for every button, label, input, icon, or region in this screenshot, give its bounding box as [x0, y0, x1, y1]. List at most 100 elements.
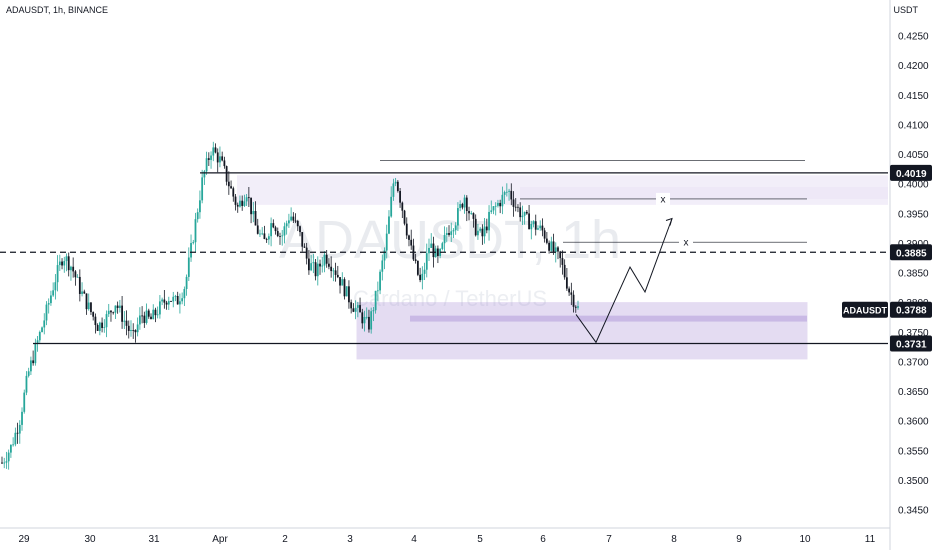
candle-body — [319, 263, 321, 267]
candle-body — [12, 444, 15, 446]
candle-body — [485, 226, 488, 231]
candle-body — [96, 325, 99, 331]
candle-body — [545, 238, 548, 243]
candle-body — [532, 221, 535, 224]
candle-body — [179, 301, 181, 305]
candle-body — [494, 205, 497, 207]
candle-body — [261, 233, 264, 235]
price-label-bg — [890, 244, 932, 261]
candle-body — [301, 232, 304, 247]
candle-body — [170, 301, 172, 302]
candle-body — [321, 265, 324, 267]
candle-body — [303, 246, 306, 248]
candle-body — [141, 315, 144, 317]
candle-body — [36, 340, 39, 344]
candle-body — [254, 210, 257, 226]
time-tick-label: 29 — [18, 534, 30, 545]
candle-body — [312, 262, 315, 264]
candle-body — [161, 299, 164, 302]
candle-body — [81, 291, 83, 294]
candle-body — [410, 239, 413, 246]
candle-body — [539, 225, 542, 229]
target-marker: x — [684, 238, 689, 249]
candle-body — [459, 204, 462, 209]
marker-bg — [679, 236, 693, 249]
symbol-tag-bg — [842, 301, 888, 318]
candle-body — [481, 228, 484, 237]
time-axis[interactable]: 29 30 31 Apr 2 3 4 5 6 7 8 9 10 11 — [0, 527, 890, 545]
candle-body — [472, 213, 475, 219]
candle-body — [339, 277, 341, 286]
candle-body — [305, 247, 308, 259]
candle-body — [192, 242, 195, 244]
price-tick-label: 0.4150 — [898, 91, 929, 102]
candle-body — [363, 317, 366, 324]
candle-body — [58, 261, 61, 266]
candle-body — [325, 254, 328, 264]
candle-body — [256, 225, 259, 234]
candle-body — [50, 295, 52, 304]
candle-body — [54, 282, 57, 291]
candle-body — [167, 301, 170, 305]
candle-body — [9, 444, 12, 453]
candle-body — [1, 462, 3, 464]
price-label-bg — [890, 301, 932, 318]
price-tick-label: 0.3750 — [898, 328, 929, 339]
candle-body — [448, 232, 450, 235]
candle-body — [441, 243, 444, 249]
candle-body — [283, 226, 286, 236]
candle-body — [199, 200, 201, 213]
candle-body — [501, 194, 504, 207]
candle-body — [550, 241, 553, 251]
candle-body — [577, 306, 579, 308]
candles — [1, 141, 579, 470]
candle-body — [183, 288, 186, 299]
candle-body — [492, 206, 495, 211]
candle-body — [512, 199, 515, 207]
candle-body — [263, 233, 266, 240]
candle-body — [270, 223, 272, 237]
candle-body — [41, 327, 43, 332]
candle-body — [287, 220, 290, 224]
candle-body — [274, 227, 277, 232]
candle-body — [76, 276, 79, 278]
candle-body — [21, 411, 23, 425]
candle-body — [403, 210, 406, 224]
symbol-tag: ADAUSDT — [843, 306, 888, 316]
candle-body — [201, 177, 204, 201]
candle-body — [308, 258, 310, 271]
candle-body — [45, 304, 48, 321]
candle-body — [132, 330, 135, 331]
candle-body — [365, 316, 368, 318]
candle-body — [332, 270, 335, 272]
candle-body — [423, 269, 426, 274]
price-axis[interactable]: 0.4250 0.4200 0.4150 0.4100 0.4050 0.4000 0.39… — [889, 0, 929, 550]
candle-body — [570, 292, 573, 295]
candle-body — [341, 279, 344, 286]
candle-body — [221, 156, 224, 161]
candle-body — [383, 250, 386, 261]
time-tick-label: Apr — [212, 534, 228, 545]
candle-body — [543, 230, 546, 239]
candle-body — [112, 312, 115, 314]
symbol-info: ADAUSDT, 1h, BINANCE — [6, 5, 109, 15]
candle-body — [285, 223, 288, 227]
candle-body — [381, 260, 384, 272]
candle-body — [483, 226, 486, 237]
candle-body — [405, 223, 408, 236]
candle-body — [230, 186, 232, 189]
candle-body — [85, 293, 88, 310]
candle-body — [250, 197, 252, 215]
candle-body — [98, 322, 101, 331]
upper-zone-inner — [520, 187, 888, 199]
candle-body — [430, 243, 433, 248]
price-tick-label: 0.4000 — [898, 180, 929, 191]
candle-body — [421, 273, 424, 281]
candle-body — [563, 264, 566, 278]
candle-body — [519, 207, 522, 218]
candle-body — [18, 424, 21, 434]
candle-body — [559, 251, 562, 259]
candle-body — [187, 257, 190, 277]
candle-body — [497, 202, 499, 206]
